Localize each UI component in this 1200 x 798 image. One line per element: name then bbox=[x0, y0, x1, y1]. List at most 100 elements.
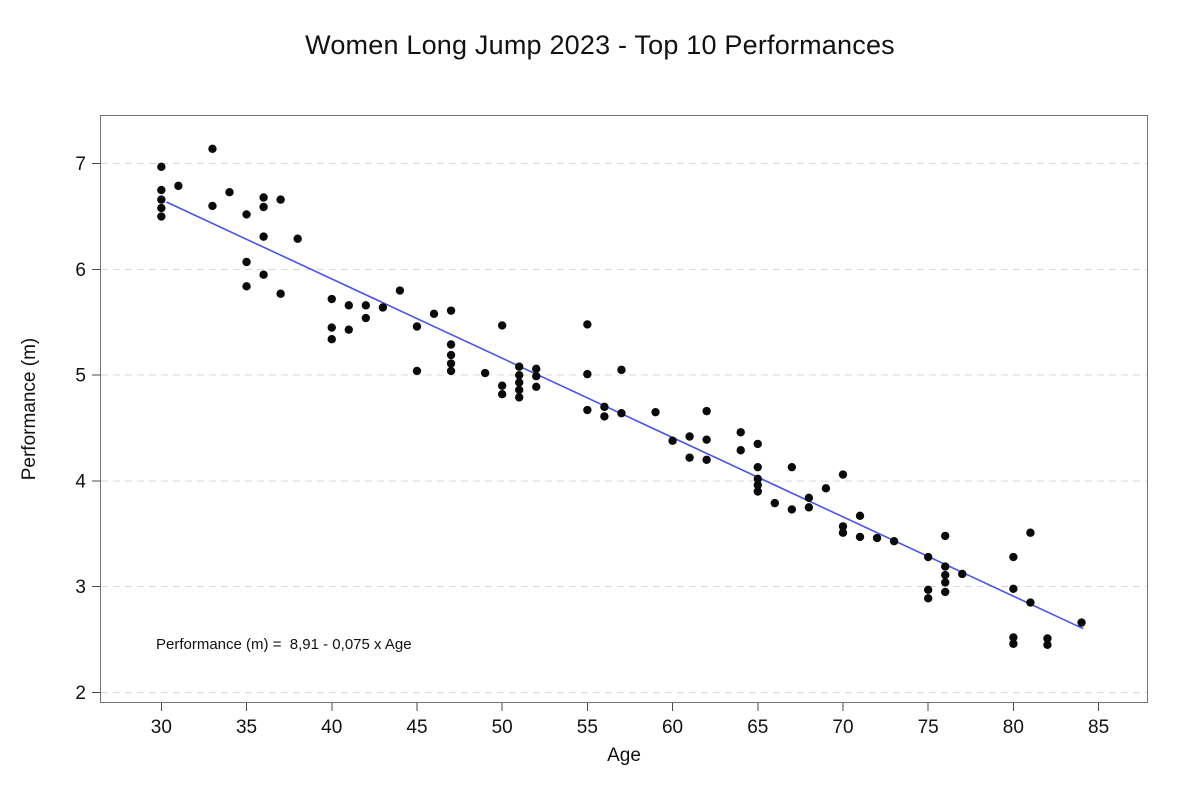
data-point bbox=[532, 372, 541, 381]
data-point bbox=[225, 188, 234, 197]
data-point bbox=[497, 381, 507, 390]
data-point bbox=[157, 195, 166, 204]
data-point bbox=[515, 393, 524, 402]
data-point bbox=[157, 185, 166, 195]
data-point bbox=[1009, 552, 1018, 562]
data-point bbox=[838, 528, 848, 537]
data-point bbox=[412, 366, 422, 376]
data-point bbox=[259, 202, 268, 212]
data-point bbox=[344, 301, 353, 310]
data-point bbox=[1009, 584, 1018, 593]
data-point bbox=[293, 234, 302, 243]
data-point bbox=[702, 455, 711, 464]
data-point bbox=[941, 570, 950, 580]
data-point bbox=[941, 562, 950, 571]
data-point bbox=[1043, 640, 1052, 650]
data-point bbox=[787, 462, 797, 472]
x-tick-label: 35 bbox=[236, 717, 257, 738]
data-point bbox=[276, 195, 285, 204]
data-point bbox=[855, 511, 865, 521]
data-point bbox=[685, 453, 694, 462]
data-point bbox=[702, 406, 711, 416]
data-point bbox=[651, 407, 660, 417]
x-tick-label: 75 bbox=[918, 717, 939, 738]
data-point bbox=[753, 439, 762, 449]
data-point bbox=[532, 364, 541, 374]
data-point bbox=[515, 385, 524, 395]
data-point bbox=[446, 340, 456, 349]
data-point bbox=[923, 594, 933, 603]
data-point bbox=[583, 405, 592, 415]
data-point bbox=[259, 232, 268, 241]
y-tick-label: 5 bbox=[75, 366, 86, 387]
data-point bbox=[838, 470, 848, 479]
data-point bbox=[378, 303, 388, 312]
data-point bbox=[532, 382, 541, 391]
data-point bbox=[361, 301, 371, 310]
data-point bbox=[923, 552, 933, 562]
data-point bbox=[412, 322, 422, 331]
data-point bbox=[702, 435, 711, 444]
data-point bbox=[583, 320, 592, 329]
y-tick-label: 7 bbox=[75, 154, 86, 175]
data-point bbox=[855, 532, 865, 542]
data-point bbox=[668, 436, 677, 445]
data-point bbox=[515, 362, 524, 371]
data-point bbox=[242, 210, 251, 219]
y-tick-label: 2 bbox=[75, 683, 86, 704]
data-point bbox=[429, 309, 439, 319]
data-point bbox=[157, 212, 166, 221]
x-tick-label: 45 bbox=[406, 717, 427, 738]
data-point bbox=[617, 365, 626, 375]
data-point bbox=[736, 428, 745, 437]
data-point bbox=[1077, 618, 1086, 627]
data-point bbox=[958, 569, 967, 579]
data-point bbox=[583, 369, 592, 379]
data-point bbox=[157, 162, 166, 172]
data-point bbox=[515, 370, 524, 380]
x-axis-title: Age bbox=[607, 745, 641, 766]
plot-border bbox=[100, 115, 1148, 703]
data-point bbox=[753, 474, 762, 483]
data-point bbox=[242, 282, 251, 291]
data-point bbox=[821, 484, 831, 493]
data-point bbox=[1009, 633, 1018, 642]
data-point bbox=[327, 323, 336, 332]
data-point bbox=[753, 462, 762, 472]
data-point bbox=[941, 531, 950, 541]
data-point bbox=[446, 366, 456, 376]
regression-annotation: Performance (m) = 8,91 - 0,075 x Age bbox=[156, 636, 412, 653]
data-point bbox=[600, 412, 609, 421]
x-tick-label: 70 bbox=[832, 717, 853, 738]
data-point bbox=[1026, 528, 1035, 537]
x-tick-label: 30 bbox=[151, 717, 172, 738]
data-point bbox=[753, 480, 762, 490]
data-point bbox=[208, 144, 217, 154]
data-point bbox=[1026, 598, 1035, 607]
chart-title: Women Long Jump 2023 - Top 10 Performanc… bbox=[305, 30, 895, 60]
x-tick-label: 60 bbox=[662, 717, 683, 738]
data-point bbox=[1009, 639, 1018, 648]
data-point bbox=[753, 487, 762, 496]
data-point bbox=[804, 493, 814, 503]
data-point bbox=[941, 587, 950, 597]
data-point bbox=[685, 432, 694, 441]
data-point bbox=[327, 335, 336, 344]
data-point bbox=[361, 313, 371, 323]
x-tick-label: 80 bbox=[1003, 717, 1024, 738]
data-point bbox=[480, 368, 490, 378]
data-point bbox=[617, 409, 626, 418]
data-point bbox=[923, 585, 933, 595]
y-tick-label: 4 bbox=[75, 471, 86, 492]
data-point bbox=[395, 286, 405, 295]
data-point bbox=[804, 503, 814, 512]
data-point bbox=[208, 201, 217, 211]
data-point bbox=[174, 181, 183, 191]
data-point bbox=[497, 389, 507, 399]
data-point bbox=[446, 350, 456, 360]
data-point bbox=[515, 378, 524, 387]
x-tick-label: 65 bbox=[747, 717, 768, 738]
data-point bbox=[157, 203, 166, 213]
x-tick-label: 55 bbox=[577, 717, 598, 738]
